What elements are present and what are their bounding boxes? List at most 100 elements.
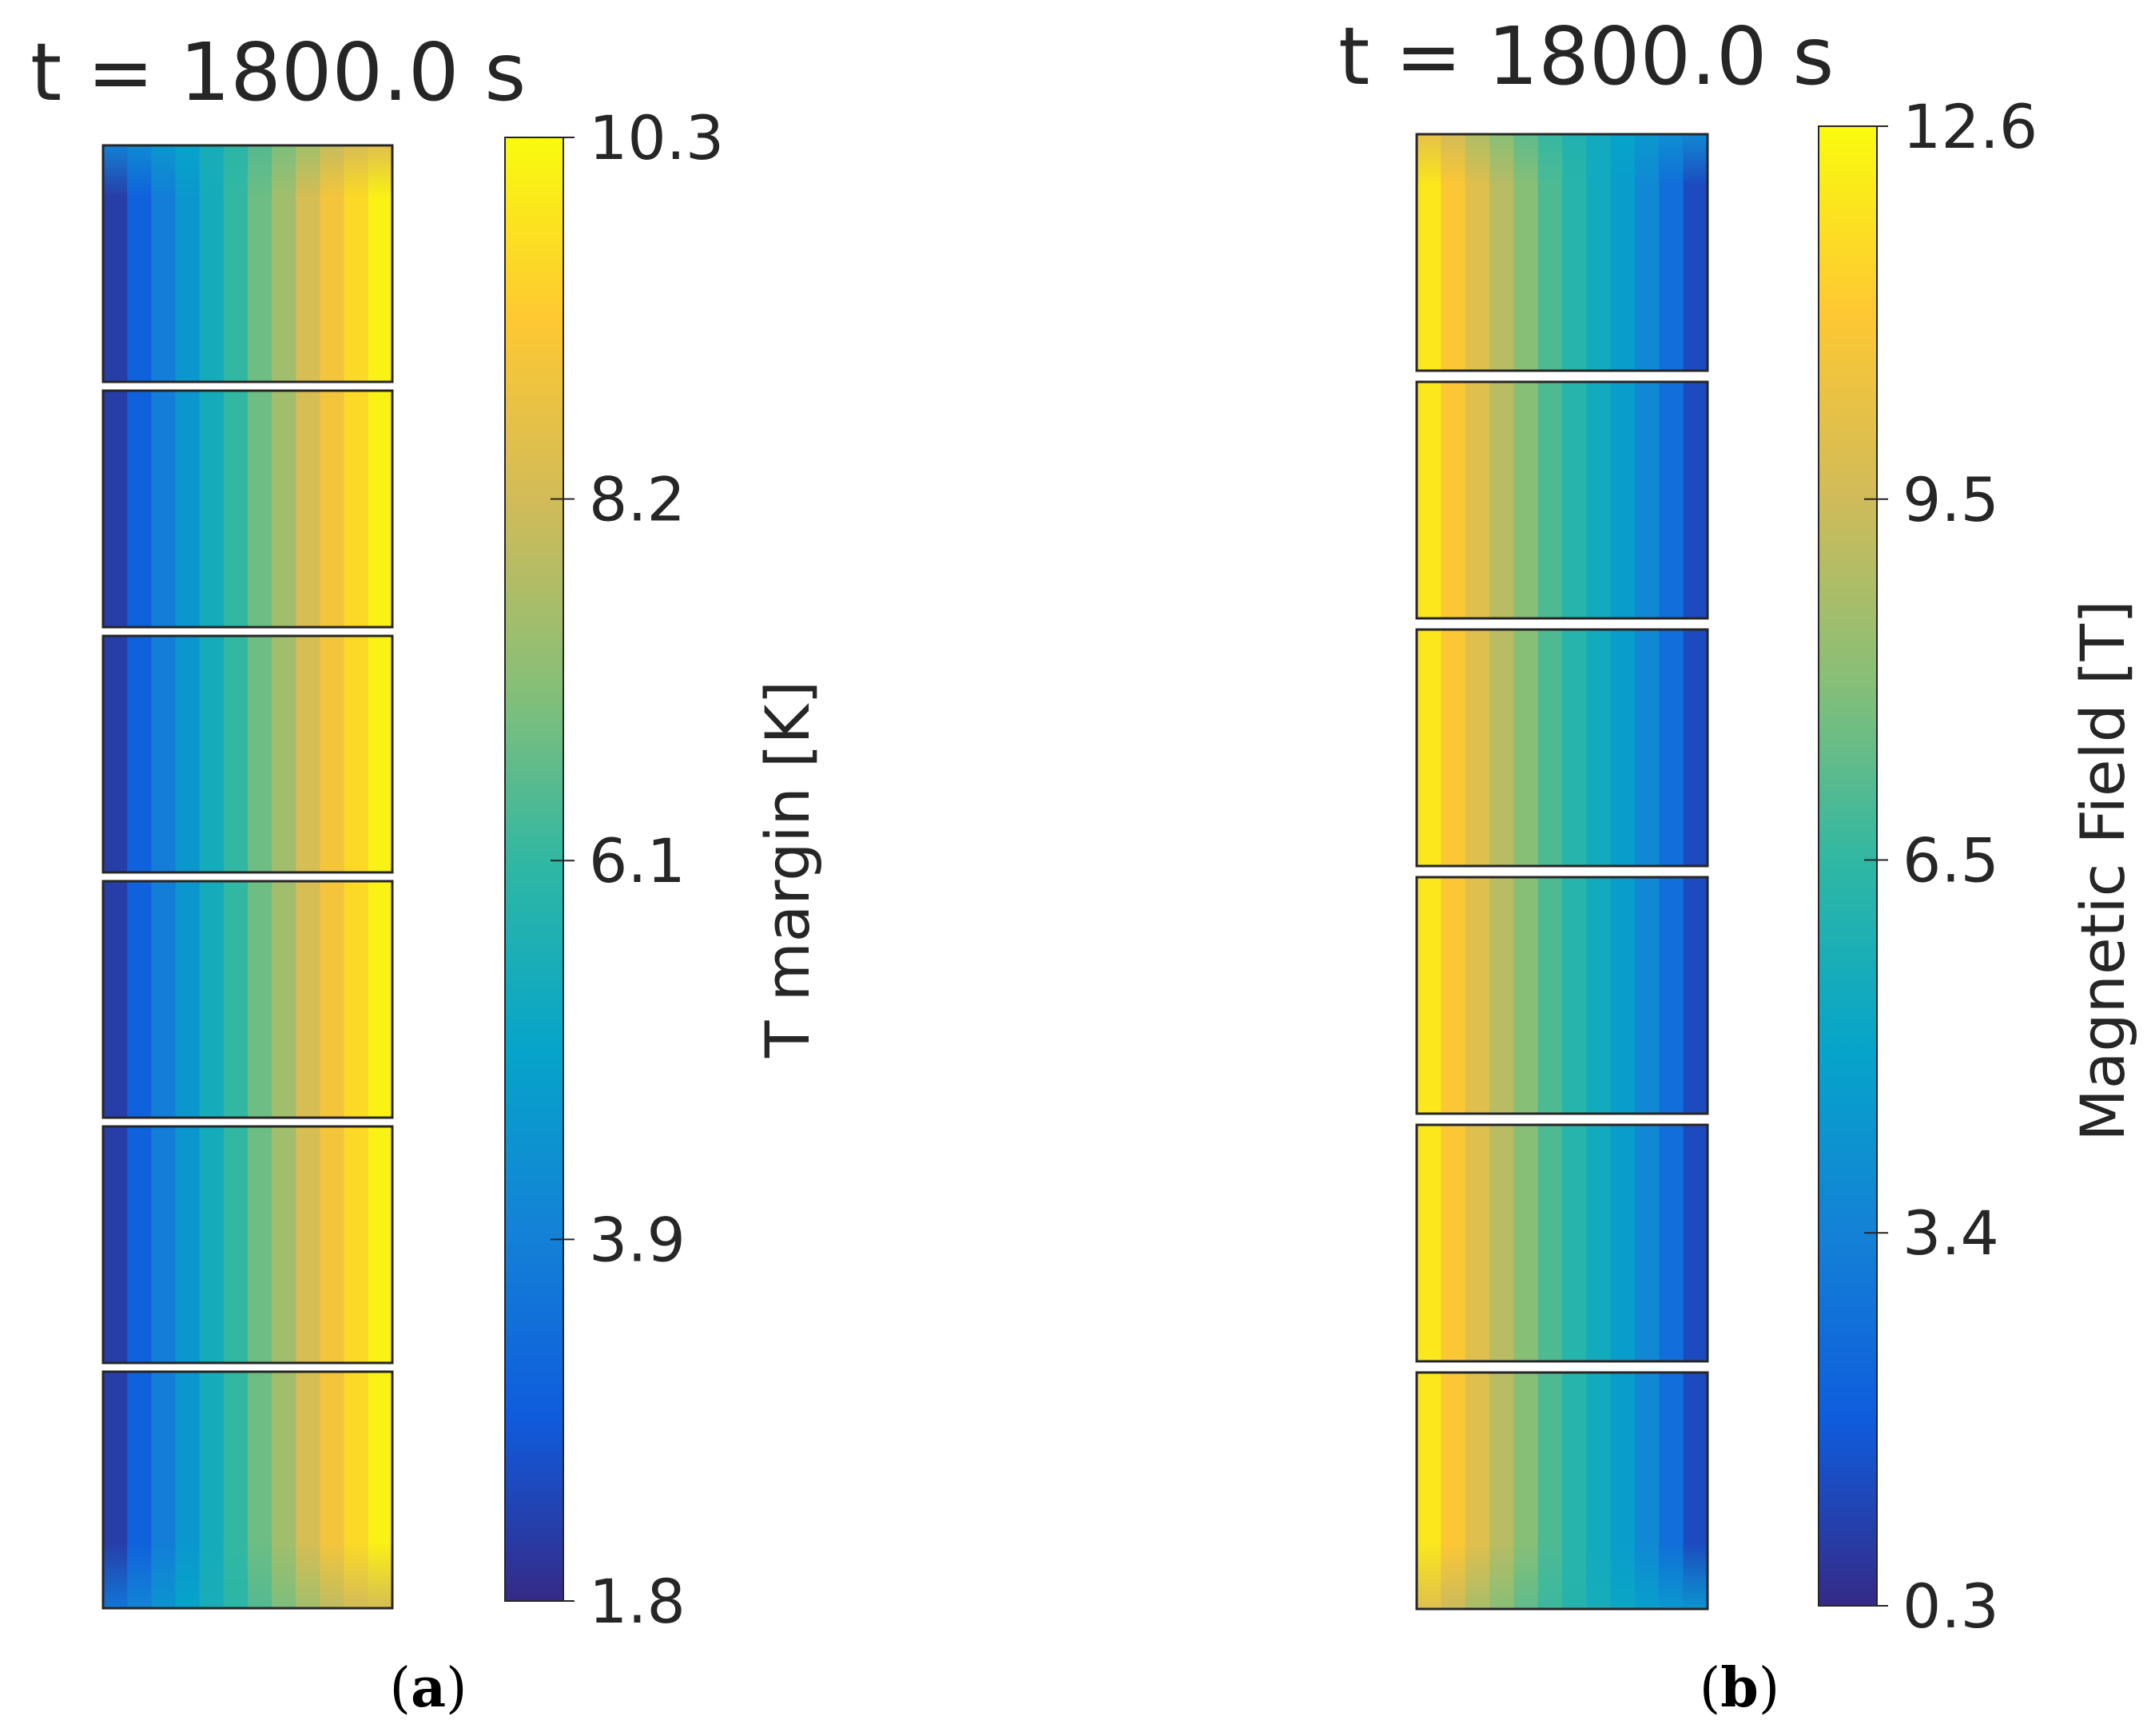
heatmap-cell — [1683, 630, 1708, 866]
heatmap-cell — [1610, 877, 1636, 1114]
heatmap-edge-cell — [344, 145, 369, 198]
panel-b-title: t = 1800.0 s — [1338, 10, 1834, 103]
subfigure-letter: a — [411, 1656, 446, 1720]
heatmap-edge-cell — [1489, 1543, 1514, 1609]
heatmap-cell — [1610, 630, 1636, 866]
colorbar-tick-label: 10.3 — [589, 102, 724, 173]
colorbar-tick-label: 6.1 — [589, 825, 686, 896]
heatmap-cell — [1659, 382, 1684, 618]
heatmap-cell — [1489, 1125, 1514, 1361]
heatmap-cell — [1537, 877, 1563, 1114]
heatmap-cell — [248, 1126, 272, 1363]
heatmap-edge-cell — [199, 145, 225, 198]
panel-a: t = 1800.0 s 10.3 8.2 6.1 3.9 1.8 T margin [… — [30, 26, 823, 1720]
heatmap-edge-cell — [1659, 1543, 1684, 1609]
heatmap-cell — [1441, 630, 1466, 866]
heatmap-edge-cell — [320, 145, 345, 198]
heatmap-edge-cell — [1610, 134, 1636, 187]
panel-b-colorbar — [1818, 125, 1878, 1607]
heatmap-cell — [103, 1126, 128, 1363]
heatmap-cell — [1489, 877, 1514, 1114]
heatmap-edge-cell — [1659, 134, 1684, 187]
heatmap-cell — [1586, 630, 1612, 866]
heatmap-edge-cell — [248, 145, 272, 198]
block-frame — [1415, 1123, 1709, 1363]
heatmap-edge-cell — [1417, 134, 1441, 187]
heatmap-cell — [103, 636, 128, 872]
heatmap-edge-cell — [1683, 134, 1708, 187]
heatmap-cell — [320, 636, 345, 872]
heatmap-cell — [1489, 630, 1514, 866]
heatmap-edge-cell — [223, 145, 248, 198]
heatmap-edge-cell — [1586, 134, 1612, 187]
heatmap-edge-cell — [296, 1542, 321, 1608]
heatmap-edge-cell — [151, 1542, 177, 1608]
heatmap-cell — [1537, 630, 1563, 866]
heatmap-edge-cell — [151, 145, 177, 198]
heatmap-edge-cell — [1441, 1543, 1466, 1609]
heatmap-cell — [320, 1126, 345, 1363]
heatmap-edge-cell — [1610, 1543, 1636, 1609]
heatmap-cell — [1610, 1125, 1636, 1361]
block-4 — [101, 880, 394, 1119]
block-frame — [101, 880, 394, 1119]
heatmap-cell — [223, 881, 248, 1118]
panel-a-title: t = 1800.0 s — [30, 26, 526, 119]
heatmap-edge-cell — [1441, 134, 1466, 187]
subfigure-letter: b — [1720, 1656, 1759, 1720]
heatmap-edge-cell — [175, 1542, 201, 1608]
heatmap-edge-cell — [1635, 1543, 1660, 1609]
heatmap-cell — [1441, 1125, 1466, 1361]
heatmap-edge-cell — [199, 1542, 225, 1608]
colorbar-tick-label: 8.2 — [589, 464, 686, 535]
heatmap-cell — [1635, 630, 1660, 866]
colorbar-tick-label: 9.5 — [1903, 464, 1999, 535]
heatmap-cell — [1417, 382, 1441, 618]
heatmap-cell — [175, 636, 201, 872]
heatmap-edge-cell — [344, 1542, 369, 1608]
heatmap-edge-cell — [223, 1542, 248, 1608]
panel-a-subfigure-label: (a) — [389, 1656, 467, 1720]
heatmap-cell — [1683, 1125, 1708, 1361]
block-frame — [101, 389, 394, 629]
heatmap-cell — [344, 881, 369, 1118]
heatmap-edge-cell — [1635, 134, 1660, 187]
heatmap-cell — [175, 881, 201, 1118]
heatmap-cell — [127, 636, 152, 872]
heatmap-cell — [1465, 382, 1490, 618]
heatmap-cell — [175, 1126, 201, 1363]
block-3 — [1415, 628, 1709, 868]
heatmap-cell — [1683, 877, 1708, 1114]
heatmap-cell — [344, 391, 369, 627]
block-2 — [101, 389, 394, 629]
heatmap-cell — [1417, 877, 1441, 1114]
heatmap-cell — [1465, 877, 1490, 1114]
heatmap-cell — [1441, 877, 1466, 1114]
heatmap-cell — [1586, 1125, 1612, 1361]
heatmap-edge-cell — [1683, 1543, 1708, 1609]
heatmap-cell — [199, 1126, 225, 1363]
heatmap-cell — [1417, 1125, 1441, 1361]
heatmap-cell — [199, 636, 225, 872]
colorbar-tick-label: 0.3 — [1903, 1571, 1999, 1642]
heatmap-cell — [272, 636, 296, 872]
panel-a-colorbar — [504, 137, 564, 1602]
block-5 — [101, 1125, 394, 1365]
heatmap-cell — [127, 391, 152, 627]
panel-b-colorbar-ticks: 12.6 9.5 6.5 3.4 0.3 — [1864, 91, 2038, 1642]
block-frame — [1415, 1371, 1709, 1611]
heatmap-cell — [296, 391, 321, 627]
heatmap-edge-cell — [1513, 1543, 1539, 1609]
heatmap-cell — [151, 391, 177, 627]
heatmap-edge-cell — [1465, 1543, 1490, 1609]
heatmap-cell — [103, 391, 128, 627]
heatmap-cell — [320, 391, 345, 627]
heatmap-edge-cell — [1537, 134, 1563, 187]
heatmap-edge-cell — [1562, 134, 1587, 187]
block-frame — [1415, 628, 1709, 868]
heatmap-edge-cell — [1417, 1543, 1441, 1609]
heatmap-edge-cell — [175, 145, 201, 198]
block-frame — [1415, 380, 1709, 620]
panel-b-colorbar-label: Magnetic Field [T] — [2067, 600, 2138, 1141]
heatmap-cell — [344, 1126, 369, 1363]
